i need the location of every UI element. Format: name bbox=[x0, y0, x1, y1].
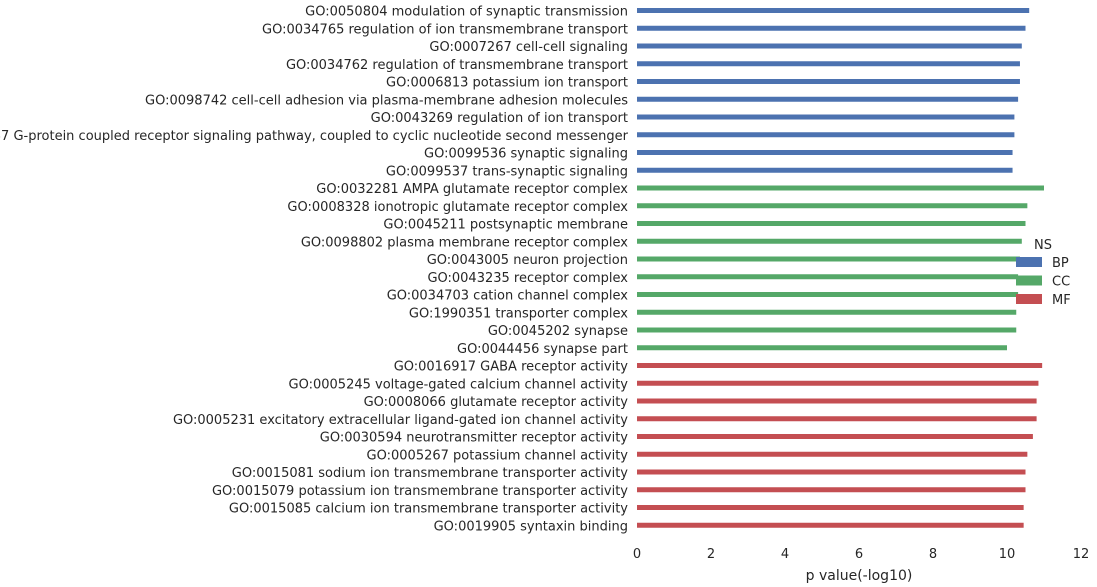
category-label: GO:0008328 ionotropic glutamate receptor… bbox=[287, 200, 628, 215]
category-label: GO:1990351 transporter complex bbox=[409, 306, 628, 321]
category-label: GO:0032281 AMPA glutamate receptor compl… bbox=[316, 182, 628, 197]
bar-mf bbox=[637, 380, 1039, 386]
legend-label-mf: MF bbox=[1052, 293, 1071, 308]
bar-mf bbox=[637, 363, 1043, 368]
category-label: GO:0007267 cell-cell signaling bbox=[429, 40, 628, 55]
bar-bp bbox=[637, 43, 1022, 49]
bar-bp bbox=[637, 79, 1020, 84]
category-label: GO:0005245 voltage-gated calcium channel… bbox=[289, 377, 629, 392]
category-label: GO:0045202 synapse bbox=[488, 324, 628, 339]
category-label: GO:0043269 regulation of ion transport bbox=[371, 111, 628, 126]
legend: NS BP CC MF bbox=[1016, 238, 1071, 308]
category-label: GO:0019905 syntaxin binding bbox=[434, 519, 628, 534]
category-label: GO:0005267 potassium channel activity bbox=[367, 448, 629, 463]
bars-layer bbox=[637, 8, 1044, 528]
legend-title: NS bbox=[1034, 238, 1052, 253]
category-label: GO:0005231 excitatory extracellular liga… bbox=[173, 413, 628, 428]
category-label: GO:0050804 modulation of synaptic transm… bbox=[305, 5, 628, 20]
bar-mf bbox=[637, 469, 1026, 475]
bar-mf bbox=[637, 416, 1037, 422]
bar-mf bbox=[637, 487, 1026, 493]
bar-mf bbox=[637, 451, 1028, 457]
category-label: GO:0034703 cation channel complex bbox=[387, 289, 629, 304]
bar-cc bbox=[637, 292, 1019, 297]
bar-cc bbox=[637, 345, 1007, 351]
x-tick-label: 12 bbox=[1073, 547, 1090, 562]
bar-cc bbox=[637, 203, 1028, 209]
bar-cc bbox=[637, 327, 1017, 333]
x-tick-label: 10 bbox=[999, 547, 1016, 562]
category-label: GO:0034762 regulation of transmembrane t… bbox=[286, 58, 628, 73]
x-tick-label: 2 bbox=[707, 547, 715, 562]
bar-bp bbox=[637, 132, 1015, 138]
x-tick-label: 4 bbox=[781, 547, 789, 562]
category-labels: GO:0050804 modulation of synaptic transm… bbox=[0, 5, 629, 535]
bar-bp bbox=[637, 8, 1030, 13]
bar-cc bbox=[637, 274, 1019, 280]
legend-swatch-mf bbox=[1016, 294, 1042, 304]
bar-bp bbox=[637, 25, 1026, 31]
bar-cc bbox=[637, 309, 1017, 315]
category-label: GO:0006813 potassium ion transport bbox=[386, 76, 628, 91]
category-label: GO:0007187 G-protein coupled receptor si… bbox=[0, 129, 629, 144]
bar-cc bbox=[637, 221, 1026, 226]
legend-label-bp: BP bbox=[1052, 256, 1069, 271]
bar-cc bbox=[637, 256, 1020, 262]
category-label: GO:0098802 plasma membrane receptor comp… bbox=[301, 235, 628, 250]
category-label: GO:0043235 receptor complex bbox=[427, 271, 628, 286]
category-label: GO:0015079 potassium ion transmembrane t… bbox=[212, 484, 628, 499]
x-tick-label: 0 bbox=[633, 547, 641, 562]
bar-mf bbox=[637, 522, 1024, 528]
category-label: GO:0099536 synaptic signaling bbox=[424, 147, 628, 162]
category-label: GO:0044456 synapse part bbox=[457, 342, 628, 357]
legend-swatch-bp bbox=[1016, 257, 1042, 267]
legend-items: BP CC MF bbox=[1016, 256, 1071, 308]
category-label: GO:0008066 glutamate receptor activity bbox=[364, 395, 629, 410]
legend-label-cc: CC bbox=[1052, 275, 1070, 290]
x-tick-label: 8 bbox=[929, 547, 937, 562]
bar-bp bbox=[637, 96, 1019, 102]
category-label: GO:0015081 sodium ion transmembrane tran… bbox=[232, 466, 628, 481]
category-label: GO:0045211 postsynaptic membrane bbox=[383, 218, 628, 233]
legend-swatch-cc bbox=[1016, 275, 1042, 286]
category-label: GO:0016917 GABA receptor activity bbox=[394, 360, 629, 375]
bar-bp bbox=[637, 61, 1020, 67]
x-axis-label: p value(-log10) bbox=[806, 568, 913, 584]
category-label: GO:0043005 neuron projection bbox=[427, 253, 628, 268]
x-tick-label: 6 bbox=[855, 547, 863, 562]
category-label: GO:0015085 calcium ion transmembrane tra… bbox=[229, 502, 628, 517]
bar-cc bbox=[637, 185, 1044, 191]
x-axis: 0 2 4 6 8 10 12 bbox=[633, 547, 1089, 562]
category-label: GO:0034765 regulation of ion transmembra… bbox=[262, 22, 628, 37]
bar-bp bbox=[637, 150, 1013, 155]
category-label: GO:0030594 neurotransmitter receptor act… bbox=[320, 431, 629, 446]
bar-mf bbox=[637, 434, 1033, 439]
bar-bp bbox=[637, 114, 1015, 120]
bar-mf bbox=[637, 398, 1037, 404]
category-label: GO:0099537 trans-synaptic signaling bbox=[386, 164, 628, 179]
bar-mf bbox=[637, 505, 1024, 510]
category-label: GO:0098742 cell-cell adhesion via plasma… bbox=[145, 93, 628, 108]
bar-cc bbox=[637, 238, 1022, 244]
bar-bp bbox=[637, 167, 1013, 173]
